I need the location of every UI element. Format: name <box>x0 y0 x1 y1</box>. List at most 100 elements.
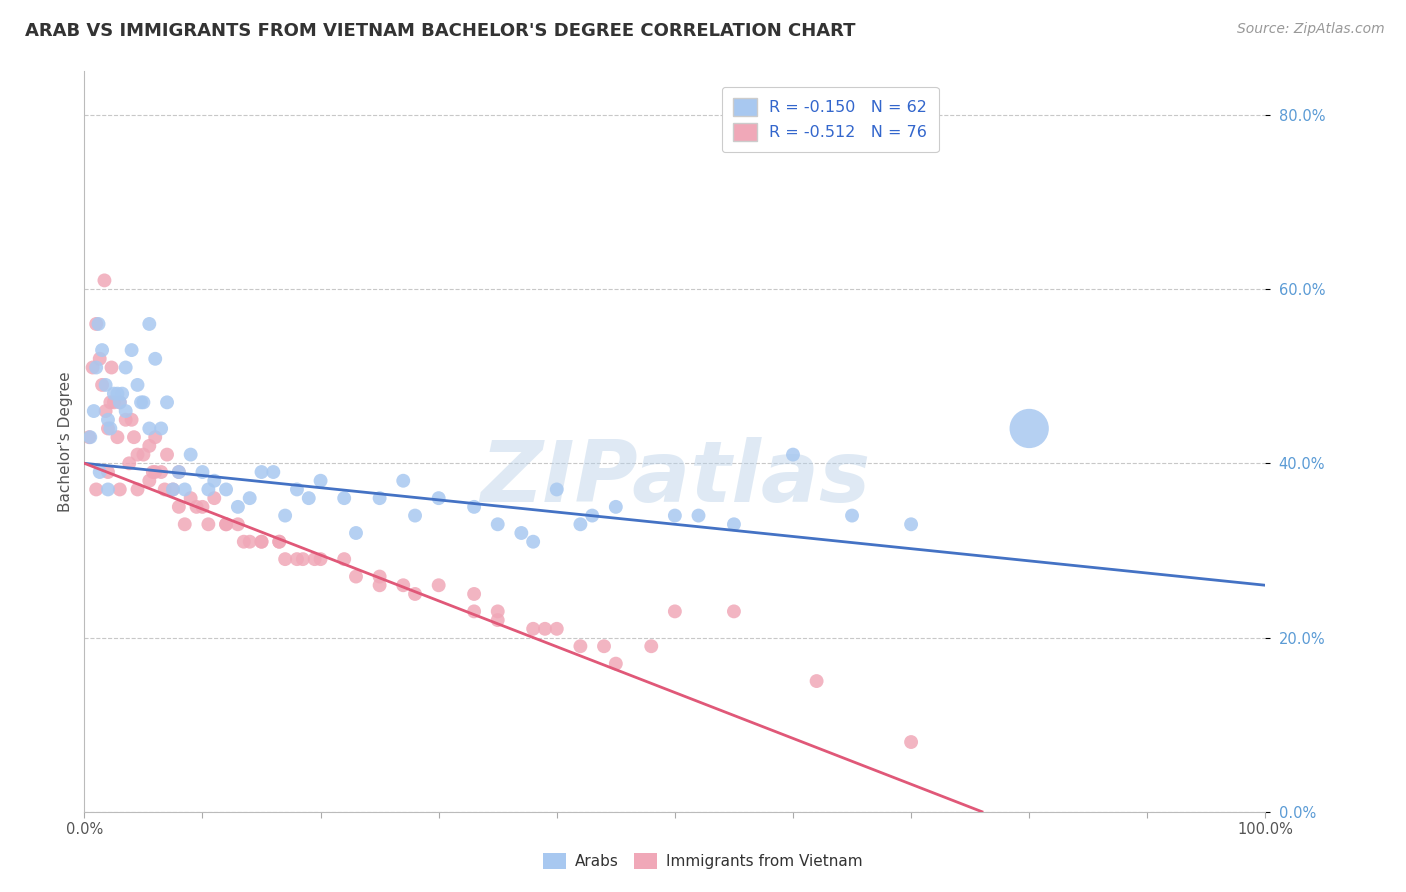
Point <box>127 483 149 497</box>
Point <box>84 483 107 497</box>
Point <box>118 456 141 470</box>
Point <box>285 552 308 566</box>
Point <box>463 604 485 618</box>
Point <box>100 360 122 375</box>
Point <box>569 517 592 532</box>
Point <box>132 395 155 409</box>
Point <box>167 465 190 479</box>
Point <box>191 465 214 479</box>
Point <box>180 491 202 505</box>
Point <box>215 483 238 497</box>
Point <box>534 622 557 636</box>
Point <box>723 604 745 618</box>
Point <box>546 483 568 497</box>
Point <box>202 491 225 505</box>
Point <box>226 500 249 514</box>
Point <box>122 430 145 444</box>
Point <box>486 613 509 627</box>
Point <box>463 587 485 601</box>
Point <box>581 508 603 523</box>
Point <box>108 395 131 409</box>
Y-axis label: Bachelor's Degree: Bachelor's Degree <box>58 371 73 512</box>
Point <box>129 395 152 409</box>
Point <box>153 483 176 497</box>
Point <box>114 360 136 375</box>
Point <box>522 622 544 636</box>
Legend: R = -0.150   N = 62, R = -0.512   N = 76: R = -0.150 N = 62, R = -0.512 N = 76 <box>721 87 939 153</box>
Point <box>89 465 111 479</box>
Point <box>138 421 160 435</box>
Point <box>150 421 173 435</box>
Point <box>77 430 100 444</box>
Point <box>215 517 238 532</box>
Point <box>900 735 922 749</box>
Point <box>97 413 120 427</box>
Point <box>98 395 121 409</box>
Point <box>138 474 160 488</box>
Point <box>309 552 332 566</box>
Point <box>274 552 297 566</box>
Point <box>688 508 710 523</box>
Point <box>900 517 922 532</box>
Point <box>841 508 863 523</box>
Point <box>664 604 686 618</box>
Point <box>262 465 284 479</box>
Text: Source: ZipAtlas.com: Source: ZipAtlas.com <box>1237 22 1385 37</box>
Point <box>121 343 143 357</box>
Point <box>782 448 804 462</box>
Point <box>368 569 391 583</box>
Point <box>162 483 184 497</box>
Point <box>510 526 533 541</box>
Point <box>84 360 107 375</box>
Point <box>114 413 136 427</box>
Point <box>239 491 262 505</box>
Point <box>304 552 326 566</box>
Point <box>156 448 179 462</box>
Point <box>132 448 155 462</box>
Point <box>546 622 568 636</box>
Point <box>143 351 166 366</box>
Point <box>723 517 745 532</box>
Point <box>291 552 314 566</box>
Point <box>93 273 115 287</box>
Point <box>111 386 134 401</box>
Point <box>239 534 262 549</box>
Point <box>127 378 149 392</box>
Point <box>333 491 356 505</box>
Point <box>186 500 208 514</box>
Point <box>309 474 332 488</box>
Point <box>806 674 828 689</box>
Point <box>107 386 129 401</box>
Point <box>202 474 225 488</box>
Text: ARAB VS IMMIGRANTS FROM VIETNAM BACHELOR'S DEGREE CORRELATION CHART: ARAB VS IMMIGRANTS FROM VIETNAM BACHELOR… <box>25 22 856 40</box>
Point <box>463 500 485 514</box>
Point <box>392 474 415 488</box>
Text: ZIPatlas: ZIPatlas <box>479 437 870 520</box>
Point <box>114 404 136 418</box>
Point <box>285 483 308 497</box>
Point <box>142 465 165 479</box>
Point <box>84 317 107 331</box>
Point <box>79 430 101 444</box>
Point <box>250 534 273 549</box>
Point <box>143 430 166 444</box>
Point <box>197 517 219 532</box>
Point <box>392 578 415 592</box>
Point <box>226 517 249 532</box>
Point <box>569 639 592 653</box>
Point <box>593 639 616 653</box>
Point <box>269 534 291 549</box>
Point <box>97 421 120 435</box>
Point <box>97 465 120 479</box>
Point <box>344 526 367 541</box>
Point <box>108 483 131 497</box>
Point <box>197 483 219 497</box>
Point <box>173 517 195 532</box>
Point <box>162 483 184 497</box>
Point <box>605 657 627 671</box>
Point <box>107 430 129 444</box>
Point <box>82 360 104 375</box>
Point <box>103 395 125 409</box>
Point <box>180 448 202 462</box>
Point <box>250 534 273 549</box>
